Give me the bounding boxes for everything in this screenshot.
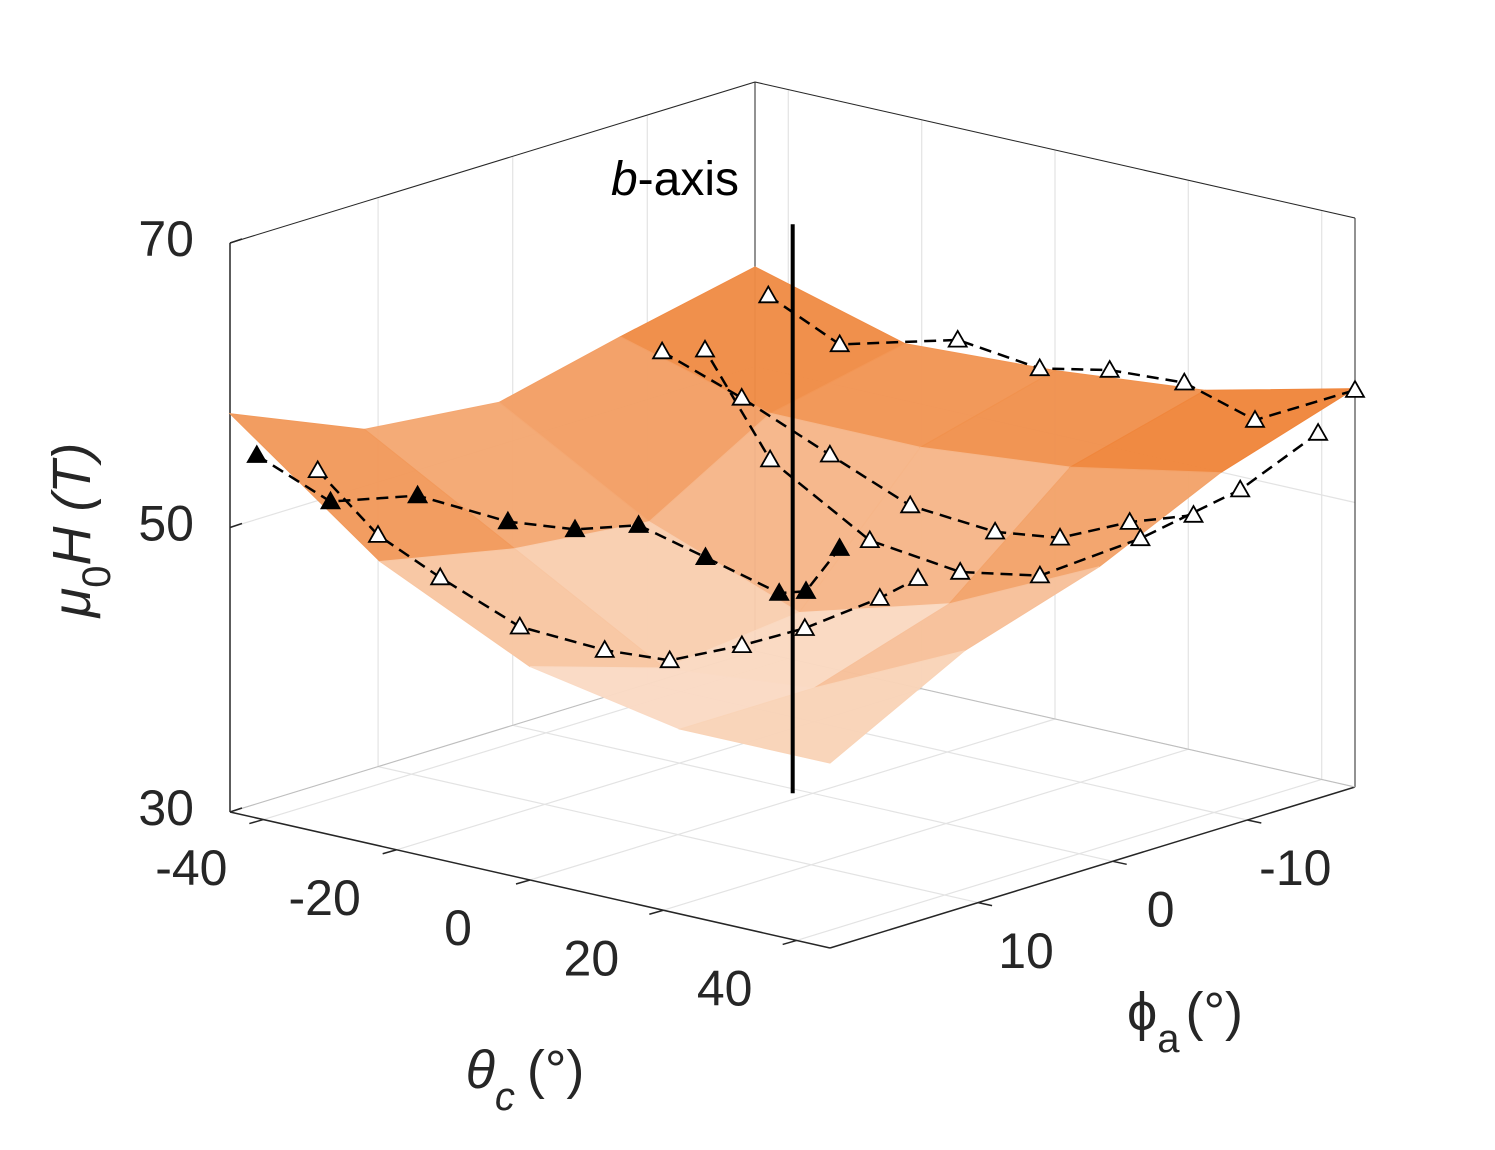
z-tick — [229, 522, 243, 529]
series-marker — [497, 510, 519, 530]
series-marker — [246, 444, 268, 463]
y-label-sub: a — [1157, 1017, 1180, 1061]
series-marker — [694, 338, 716, 358]
y-label-main: ϕ — [1127, 982, 1157, 1042]
z-tick — [229, 238, 243, 244]
x-label-sub: c — [495, 1075, 515, 1119]
annotation-rest: -axis — [638, 153, 739, 206]
series-marker — [1099, 359, 1121, 378]
z-label-main: μ — [42, 588, 102, 620]
series-marker — [759, 448, 781, 468]
x-label-unit: (°) — [527, 1040, 585, 1100]
x-label-main: θ — [466, 1040, 495, 1100]
y-axis-label: ϕa (°) — [1127, 982, 1243, 1061]
series-marker — [829, 333, 851, 353]
series-line — [767, 294, 1356, 422]
series-marker — [1119, 511, 1141, 530]
z-grid-line — [229, 81, 1356, 244]
box-edge — [754, 81, 1356, 219]
z-label-rest: H (T) — [42, 443, 102, 566]
series-marker — [319, 490, 342, 510]
annotation-italic: b — [611, 153, 638, 206]
x-tick-label: 0 — [444, 900, 472, 956]
series-marker — [367, 524, 389, 543]
axes-box — [229, 81, 1356, 949]
series-marker — [947, 329, 969, 348]
annotation: b-axis — [611, 153, 739, 206]
box-edge — [229, 81, 756, 244]
x-tick-label: 40 — [697, 961, 753, 1017]
y-tick-label: 10 — [998, 923, 1054, 979]
x-tick — [649, 909, 664, 915]
series-line — [316, 469, 919, 662]
y-tick — [977, 901, 993, 907]
series-marker — [907, 567, 929, 586]
y-tick — [1247, 819, 1262, 824]
series-marker — [1344, 379, 1366, 398]
series-marker — [509, 615, 531, 635]
surface-patch — [678, 650, 965, 764]
series-marker — [694, 546, 717, 565]
series-marker — [307, 459, 329, 479]
series-marker — [899, 494, 921, 514]
series-marker — [1307, 422, 1329, 441]
series-marker — [1229, 478, 1251, 498]
series-marker — [768, 582, 790, 601]
y-tick — [1112, 860, 1127, 866]
series-marker — [651, 340, 673, 360]
series-marker — [757, 284, 779, 304]
z-tick-label: 50 — [138, 496, 194, 552]
x-tick-label: -40 — [155, 840, 227, 896]
series-marker — [984, 520, 1006, 540]
z-tick — [229, 807, 243, 813]
series-marker — [869, 587, 891, 606]
series-marker — [1029, 564, 1051, 584]
series-marker — [1182, 504, 1205, 523]
series-marker — [1173, 371, 1195, 391]
y-axis-line — [829, 786, 1356, 949]
series-marker — [829, 537, 851, 556]
series-marker — [628, 514, 650, 533]
series-marker — [949, 561, 971, 580]
z-tick-label: 70 — [138, 211, 194, 267]
y-tick-label: -10 — [1259, 840, 1331, 896]
series-line — [703, 349, 1319, 577]
series-line — [256, 454, 841, 595]
series-marker — [1244, 409, 1266, 428]
x-tick-label: -20 — [289, 870, 361, 926]
series — [246, 224, 1366, 794]
series-line — [661, 350, 1194, 540]
x-tick-label: 20 — [564, 930, 620, 986]
x-axis-label: θc (°) — [466, 1040, 585, 1119]
series-marker — [564, 518, 586, 538]
series-marker — [819, 443, 841, 463]
series-marker — [407, 484, 429, 504]
series-marker — [859, 529, 881, 548]
series-marker — [1129, 527, 1151, 547]
x-tick — [382, 849, 397, 855]
surface — [228, 266, 1357, 764]
y-tick-label: 0 — [1147, 882, 1175, 938]
series-marker — [731, 387, 753, 406]
x-tick — [782, 939, 797, 946]
series-marker — [659, 649, 681, 669]
y-label-unit: (°) — [1185, 982, 1243, 1042]
x-tick — [249, 818, 264, 825]
x-tick — [515, 879, 531, 885]
series-marker — [594, 639, 616, 658]
z-tick-label: 30 — [138, 780, 194, 836]
series-marker — [794, 617, 816, 636]
series-marker — [1049, 526, 1071, 546]
series-marker — [1029, 357, 1051, 377]
z-axis-label: μ0H (T) — [42, 443, 119, 620]
series-marker — [795, 580, 817, 599]
z-label-sub: 0 — [75, 566, 119, 588]
series-marker — [429, 566, 451, 586]
labels: 30 50 70 -40 -20 0 20 40 -10 0 10 — [138, 211, 1331, 1016]
series-marker — [731, 634, 753, 653]
